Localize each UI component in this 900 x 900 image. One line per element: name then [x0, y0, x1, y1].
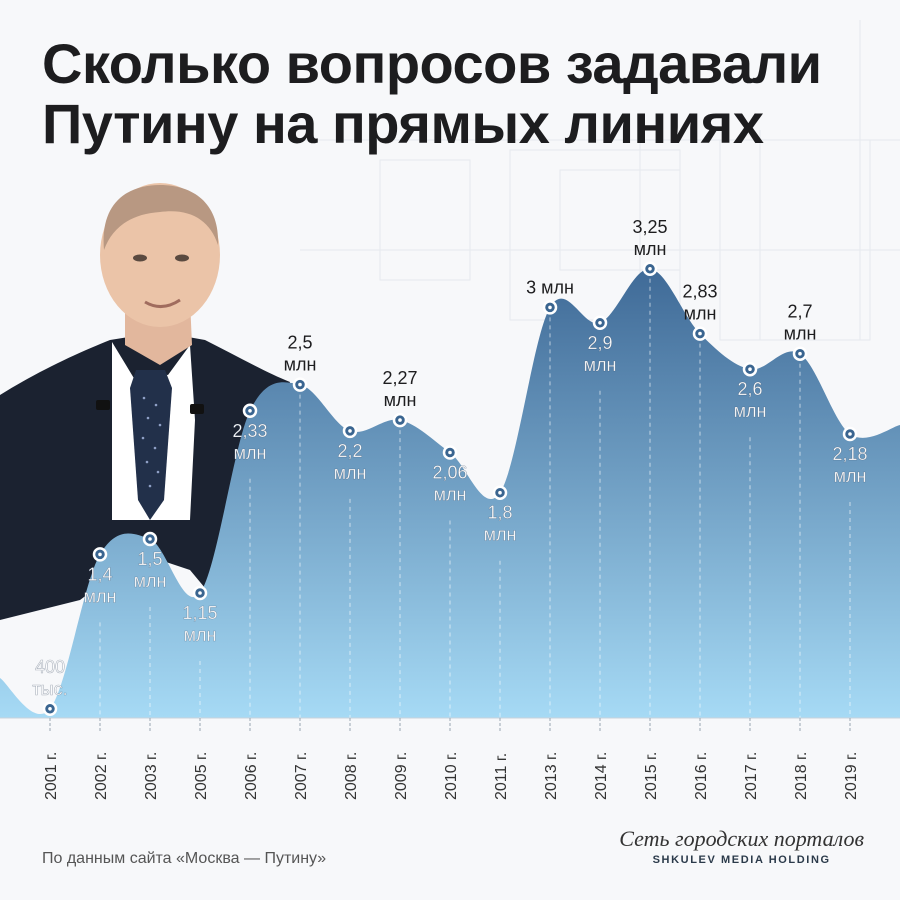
x-tick-label: 2019 г.: [843, 752, 860, 800]
x-tick-label: 2002 г.: [93, 752, 110, 800]
data-point-center: [498, 490, 502, 495]
person-tie: [130, 370, 172, 520]
data-label: 3,25: [632, 217, 667, 237]
data-label: млн: [334, 463, 367, 483]
data-label: млн: [734, 401, 767, 421]
data-point-center: [698, 331, 702, 336]
data-label: 2,18: [832, 444, 867, 464]
title-line-1: Сколько вопросов задавали: [42, 32, 822, 95]
data-point-center: [398, 418, 402, 422]
x-tick-label: 2014 г.: [593, 752, 610, 800]
brand-subtitle: SHKULEV MEDIA HOLDING: [652, 854, 831, 866]
data-point-center: [598, 321, 602, 325]
data-point-center: [348, 429, 352, 433]
data-point-center: [548, 305, 552, 310]
x-tick-label: 2018 г.: [793, 752, 810, 800]
data-label: 1,15: [182, 603, 217, 623]
data-label: 3 млн: [526, 277, 574, 297]
data-label: 2,83: [682, 282, 717, 302]
data-label: тыс.: [32, 679, 67, 699]
x-tick-label: 2009 г.: [393, 752, 410, 800]
data-markers: [42, 261, 858, 717]
x-tick-label: 2015 г.: [643, 752, 660, 800]
person-mouth: [144, 298, 181, 308]
data-label: млн: [634, 239, 667, 259]
data-label: 2,6: [737, 379, 762, 399]
x-tick-label: 2007 г.: [293, 752, 310, 800]
brand-logo: Сеть городских порталов SHKULEV MEDIA HO…: [619, 826, 864, 866]
data-label: 2,27: [382, 368, 417, 388]
x-tick-label: 2003 г.: [143, 752, 160, 800]
data-label: млн: [184, 625, 217, 645]
data-labels: 400тыс.1,4млн1,5млн1,15млн2,33млн2,5млн2…: [32, 217, 868, 699]
data-point-center: [298, 382, 302, 387]
person-mic-left: [96, 400, 110, 410]
tie-dots: [141, 396, 162, 488]
data-label: млн: [384, 390, 417, 410]
data-label: 400: [35, 657, 65, 677]
data-label: 1,8: [487, 503, 512, 523]
person-hair: [103, 185, 219, 250]
dashed-guides: [49, 278, 851, 719]
x-tick-label: 2005 г.: [193, 752, 210, 800]
data-label: млн: [584, 355, 617, 375]
data-point-center: [48, 707, 52, 711]
data-label: 2,06: [432, 463, 467, 483]
data-label: млн: [484, 525, 517, 545]
person-eye-left: [133, 254, 147, 262]
x-tick-label: 2016 г.: [693, 752, 710, 800]
x-tick-label: 2008 г.: [343, 752, 360, 800]
data-label: 1,4: [87, 564, 112, 584]
data-point-center: [748, 367, 752, 372]
data-label: 2,9: [587, 333, 612, 353]
x-tick-label: 2017 г.: [743, 752, 760, 800]
data-label: млн: [284, 355, 317, 375]
data-point-center: [248, 409, 252, 413]
x-tick-label: 2011 г.: [493, 753, 510, 800]
data-label: 2,7: [787, 302, 812, 322]
x-tick-label: 2013 г.: [543, 752, 560, 800]
data-label: млн: [234, 443, 267, 463]
data-point-center: [648, 267, 652, 271]
data-point-center: [198, 591, 202, 595]
brand-script: Сеть городских порталов: [619, 826, 864, 851]
person-mic-right: [190, 404, 204, 414]
data-label: млн: [684, 304, 717, 324]
data-point-center: [848, 432, 852, 436]
data-label: млн: [84, 586, 117, 606]
chart-title: Сколько вопросов задавали Путину на прям…: [42, 34, 822, 154]
data-label: млн: [434, 485, 467, 505]
title-line-2: Путину на прямых линиях: [42, 92, 764, 155]
data-point-center: [98, 552, 102, 557]
data-label: млн: [784, 324, 817, 344]
data-point-center: [148, 537, 152, 541]
data-point-center: [798, 351, 802, 356]
data-label: 2,2: [337, 441, 362, 461]
data-label: 2,5: [287, 333, 312, 353]
data-label: млн: [134, 571, 167, 591]
data-point-center: [448, 450, 452, 455]
data-label: млн: [834, 466, 867, 486]
x-ticks: 2001 г. 2002 г. 2003 г. 2005 г. 2006 г. 2007 …: [43, 718, 860, 800]
source-note: По данным сайта «Москва — Путину»: [42, 850, 327, 867]
area-series: [0, 268, 900, 718]
data-label: 1,5: [137, 549, 162, 569]
x-tick-label: 2006 г.: [243, 752, 260, 800]
x-tick-label: 2010 г.: [443, 752, 460, 800]
person-eye-right: [175, 254, 189, 262]
x-tick-label: 2001 г.: [43, 752, 60, 800]
data-label: 2,33: [232, 421, 267, 441]
